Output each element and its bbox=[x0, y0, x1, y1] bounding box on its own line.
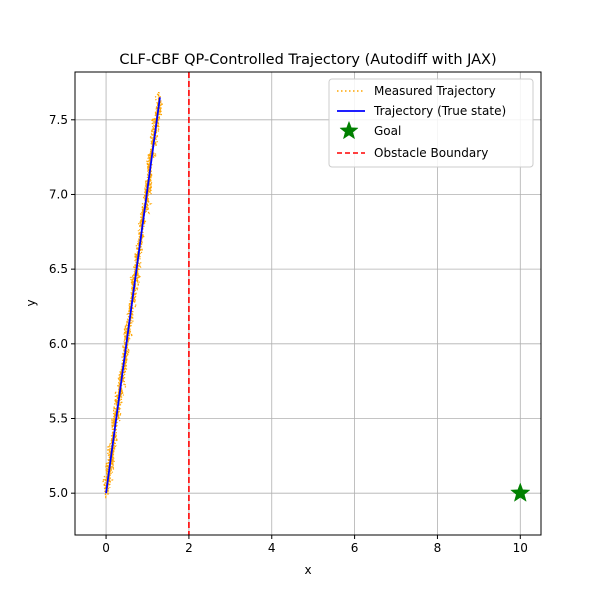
y-tick-label: 7.5 bbox=[49, 113, 68, 127]
legend-goal-star-icon bbox=[339, 120, 359, 140]
chart-title: CLF-CBF QP-Controlled Trajectory (Autodi… bbox=[119, 52, 496, 68]
y-tick-label: 6.0 bbox=[49, 337, 68, 351]
x-tick-label: 10 bbox=[513, 541, 528, 555]
x-tick-label: 2 bbox=[185, 541, 193, 555]
y-tick-label: 6.5 bbox=[49, 262, 68, 276]
legend-frame bbox=[328, 78, 534, 168]
true-trajectory-line bbox=[105, 97, 161, 494]
y-axis-label: y bbox=[24, 299, 38, 306]
legend-label-true: Trajectory (True state) bbox=[373, 104, 506, 118]
x-axis-label: x bbox=[304, 563, 311, 577]
legend: Measured Trajectory Trajectory (True sta… bbox=[328, 78, 534, 168]
legend-label-goal: Goal bbox=[374, 124, 401, 138]
x-tick-label: 6 bbox=[351, 541, 359, 555]
legend-swatch-goal-star-icon bbox=[339, 120, 359, 140]
true-trajectory-series bbox=[105, 97, 161, 494]
y-tick-label: 5.0 bbox=[49, 486, 68, 500]
x-tick-label: 0 bbox=[102, 541, 110, 555]
y-tick-label: 5.5 bbox=[49, 412, 68, 426]
x-axis-ticks: 0 2 4 6 8 10 bbox=[102, 535, 528, 555]
legend-label-measured: Measured Trajectory bbox=[374, 84, 496, 98]
legend-label-obstacle: Obstacle Boundary bbox=[374, 146, 488, 160]
x-tick-label: 8 bbox=[434, 541, 442, 555]
goal-star-icon bbox=[510, 482, 531, 502]
x-tick-label: 4 bbox=[268, 541, 276, 555]
plot-frame bbox=[74, 71, 542, 536]
y-tick-label: 7.0 bbox=[49, 187, 68, 201]
goal-marker-group bbox=[510, 482, 531, 502]
y-axis-ticks: 5.0 5.5 6.0 6.5 7.0 7.5 bbox=[49, 113, 75, 500]
